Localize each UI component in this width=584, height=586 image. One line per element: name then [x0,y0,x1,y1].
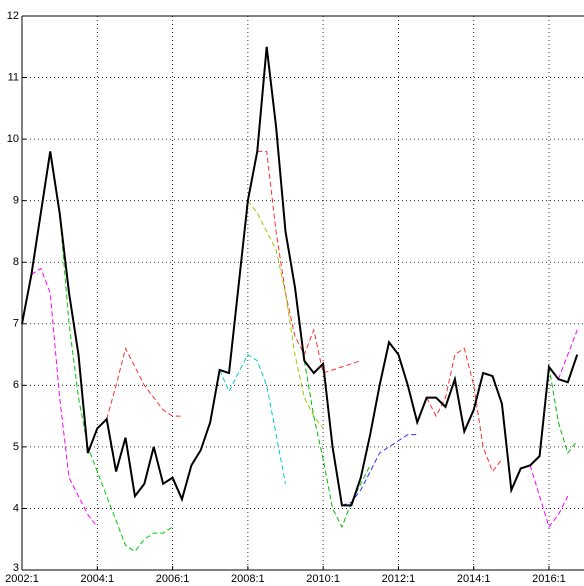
forecast-line [548,366,578,455]
forecast-line [31,267,98,528]
forecast-line [106,346,182,420]
x-tick-label: 2010:1 [306,573,340,585]
y-tick-label: 10 [7,133,19,145]
y-tick-label: 12 [7,10,19,22]
forecast-line [426,347,503,473]
x-tick-label: 2016:1 [532,573,566,585]
x-tick-label: 2014:1 [457,573,491,585]
y-tick-label: 8 [13,256,19,268]
y-tick-label: 11 [8,71,19,83]
forecast-line [303,360,371,529]
y-tick-label: 9 [13,195,19,207]
y-tick-label: 6 [13,379,19,391]
forecast-line [557,329,578,380]
y-tick-label: 3 [13,562,19,574]
x-tick-label: 2004:1 [80,573,114,585]
x-tick-label: 2002:1 [5,573,39,585]
y-tick-label: 4 [13,502,19,514]
x-tick-label: 2012:1 [382,573,416,585]
actual-line [21,46,579,507]
forecast-line [529,465,569,528]
x-tick-label: 2006:1 [156,573,190,585]
y-tick-label: 7 [13,318,19,330]
forecast-line [341,434,418,506]
forecast-line [219,353,286,484]
forecast-line [49,151,173,553]
x-tick-label: 2008:1 [231,573,265,585]
y-tick-label: 5 [13,441,19,453]
forecast-line [257,150,361,374]
